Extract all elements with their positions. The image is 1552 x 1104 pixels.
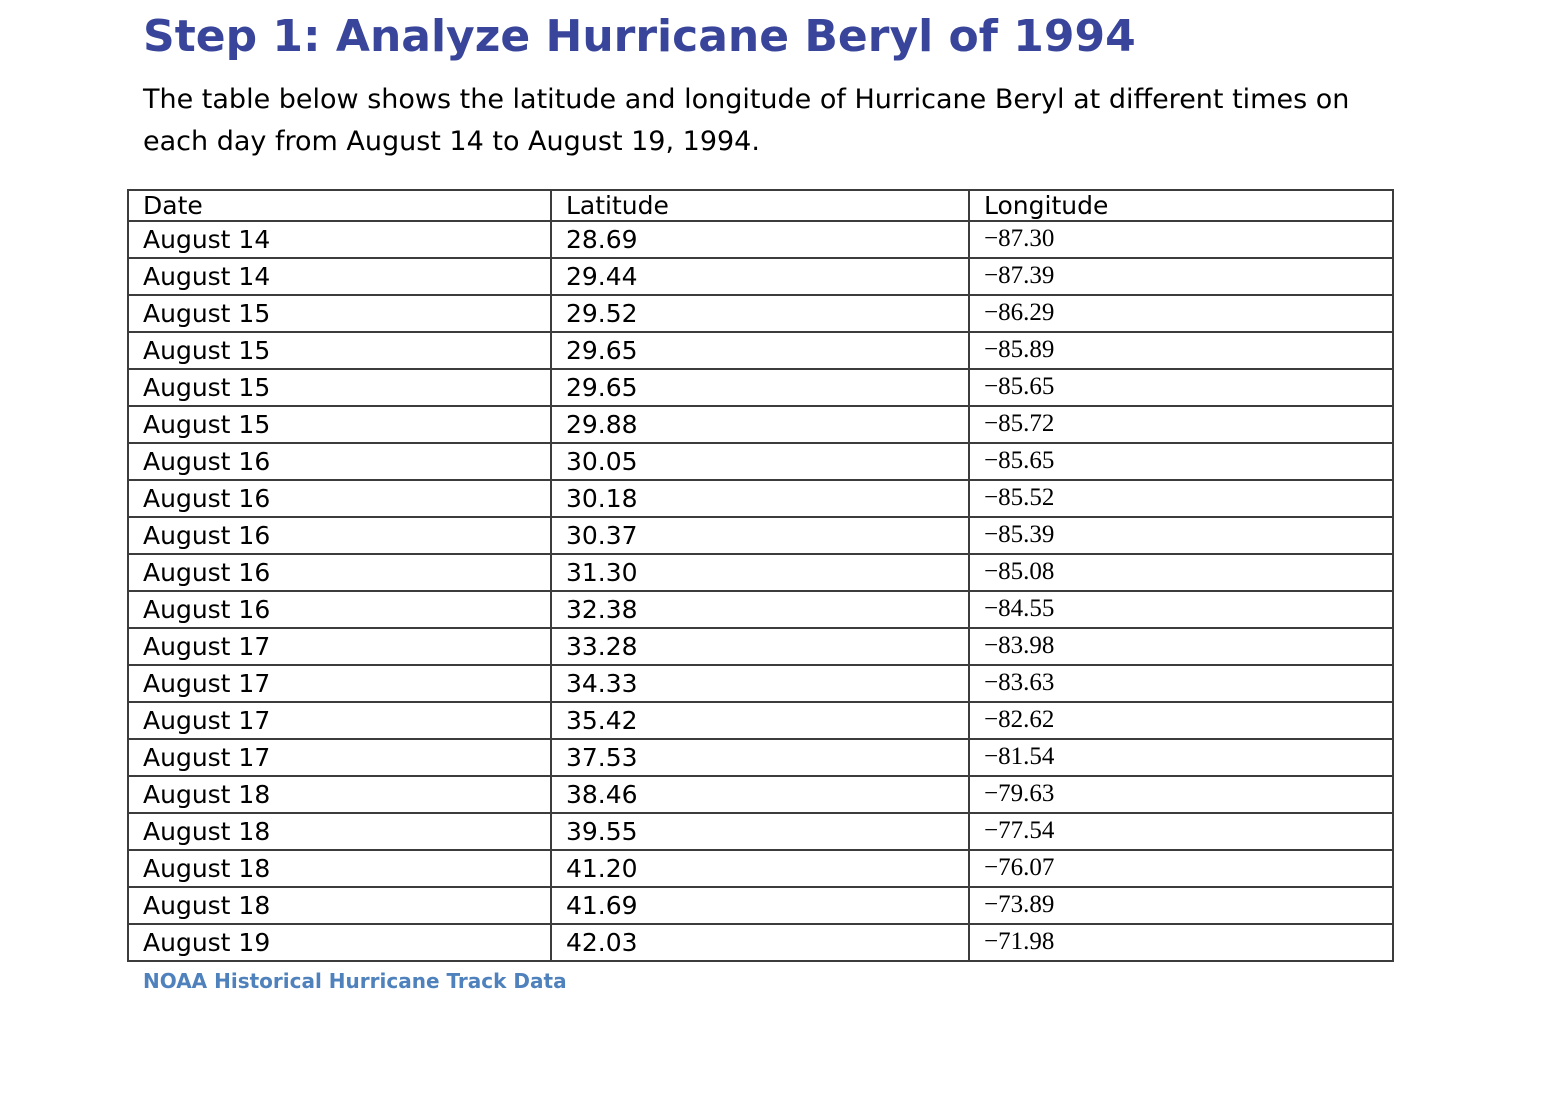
cell-longitude: −85.08 <box>968 552 1394 592</box>
cell-latitude: 30.37 <box>550 515 970 555</box>
cell-date: August 19 <box>127 922 552 962</box>
cell-date: August 17 <box>127 663 552 703</box>
cell-date: August 14 <box>127 219 552 259</box>
hurricane-table-body: August 14 28.69 −87.30 August 14 29.44 −87.39… <box>127 219 1394 962</box>
cell-longitude: −87.39 <box>968 256 1394 296</box>
table-row: August 18 41.69 −73.89 <box>127 885 1394 925</box>
cell-longitude: −81.54 <box>968 737 1394 777</box>
cell-date: August 15 <box>127 330 552 370</box>
table-row: August 15 29.88 −85.72 <box>127 404 1394 444</box>
cell-longitude: −85.52 <box>968 478 1394 518</box>
cell-latitude: 37.53 <box>550 737 970 777</box>
cell-latitude: 32.38 <box>550 589 970 629</box>
cell-latitude: 39.55 <box>550 811 970 851</box>
cell-latitude: 30.05 <box>550 441 970 481</box>
cell-longitude: −87.30 <box>968 219 1394 259</box>
table-header: Date Latitude Longitude <box>127 188 1394 222</box>
cell-latitude: 33.28 <box>550 626 970 666</box>
table-row: August 18 38.46 −79.63 <box>127 774 1394 814</box>
cell-latitude: 29.44 <box>550 256 970 296</box>
intro-text: The table below shows the latitude and l… <box>143 83 1350 157</box>
cell-longitude: −79.63 <box>968 774 1394 814</box>
cell-longitude: −85.65 <box>968 367 1394 407</box>
cell-longitude: −84.55 <box>968 589 1394 629</box>
column-header-date: Date <box>127 188 552 222</box>
cell-latitude: 35.42 <box>550 700 970 740</box>
page-title: Step 1: Analyze Hurricane Beryl of 1994 <box>143 11 1136 62</box>
cell-longitude: −71.98 <box>968 922 1394 962</box>
cell-latitude: 34.33 <box>550 663 970 703</box>
table-row: August 17 33.28 −83.98 <box>127 626 1394 666</box>
cell-date: August 15 <box>127 404 552 444</box>
cell-latitude: 38.46 <box>550 774 970 814</box>
cell-longitude: −85.39 <box>968 515 1394 555</box>
cell-date: August 17 <box>127 626 552 666</box>
table-row: August 15 29.65 −85.89 <box>127 330 1394 370</box>
cell-latitude: 42.03 <box>550 922 970 962</box>
table-row: August 14 28.69 −87.30 <box>127 219 1394 259</box>
cell-date: August 16 <box>127 441 552 481</box>
cell-longitude: −86.29 <box>968 293 1394 333</box>
cell-date: August 18 <box>127 848 552 888</box>
cell-date: August 15 <box>127 293 552 333</box>
table-row: August 16 30.37 −85.39 <box>127 515 1394 555</box>
cell-longitude: −83.63 <box>968 663 1394 703</box>
document-page: Step 1: Analyze Hurricane Beryl of 1994 … <box>127 11 1394 993</box>
table-row: August 17 34.33 −83.63 <box>127 663 1394 703</box>
cell-date: August 16 <box>127 478 552 518</box>
cell-date: August 14 <box>127 256 552 296</box>
source-link[interactable]: NOAA Historical Hurricane Track Data <box>143 968 567 993</box>
cell-date: August 18 <box>127 885 552 925</box>
cell-longitude: −85.89 <box>968 330 1394 370</box>
cell-longitude: −85.65 <box>968 441 1394 481</box>
cell-latitude: 41.69 <box>550 885 970 925</box>
cell-date: August 17 <box>127 737 552 777</box>
cell-date: August 16 <box>127 552 552 592</box>
cell-latitude: 28.69 <box>550 219 970 259</box>
cell-latitude: 30.18 <box>550 478 970 518</box>
cell-date: August 17 <box>127 700 552 740</box>
column-header-latitude: Latitude <box>550 188 970 222</box>
cell-latitude: 29.65 <box>550 367 970 407</box>
table-row: August 16 32.38 −84.55 <box>127 589 1394 629</box>
cell-date: August 15 <box>127 367 552 407</box>
cell-date: August 16 <box>127 515 552 555</box>
cell-latitude: 29.88 <box>550 404 970 444</box>
cell-latitude: 41.20 <box>550 848 970 888</box>
table-row: August 17 37.53 −81.54 <box>127 737 1394 777</box>
table-row: August 19 42.03 −71.98 <box>127 922 1394 962</box>
cell-latitude: 29.52 <box>550 293 970 333</box>
cell-longitude: −73.89 <box>968 885 1394 925</box>
cell-longitude: −77.54 <box>968 811 1394 851</box>
cell-longitude: −83.98 <box>968 626 1394 666</box>
hurricane-track-table: Date Latitude Longitude August 14 28.69 −8… <box>127 188 1394 962</box>
cell-date: August 18 <box>127 774 552 814</box>
table-row: August 17 35.42 −82.62 <box>127 700 1394 740</box>
table-row: August 16 30.05 −85.65 <box>127 441 1394 481</box>
table-row: August 18 39.55 −77.54 <box>127 811 1394 851</box>
cell-longitude: −82.62 <box>968 700 1394 740</box>
table-row: August 16 31.30 −85.08 <box>127 552 1394 592</box>
cell-latitude: 31.30 <box>550 552 970 592</box>
cell-latitude: 29.65 <box>550 330 970 370</box>
cell-longitude: −85.72 <box>968 404 1394 444</box>
table-header-row: Date Latitude Longitude <box>127 188 1394 222</box>
table-row: August 18 41.20 −76.07 <box>127 848 1394 888</box>
cell-date: August 16 <box>127 589 552 629</box>
cell-longitude: −76.07 <box>968 848 1394 888</box>
column-header-longitude: Longitude <box>968 188 1394 222</box>
table-row: August 14 29.44 −87.39 <box>127 256 1394 296</box>
table-row: August 16 30.18 −85.52 <box>127 478 1394 518</box>
table-row: August 15 29.52 −86.29 <box>127 293 1394 333</box>
table-row: August 15 29.65 −85.65 <box>127 367 1394 407</box>
cell-date: August 18 <box>127 811 552 851</box>
